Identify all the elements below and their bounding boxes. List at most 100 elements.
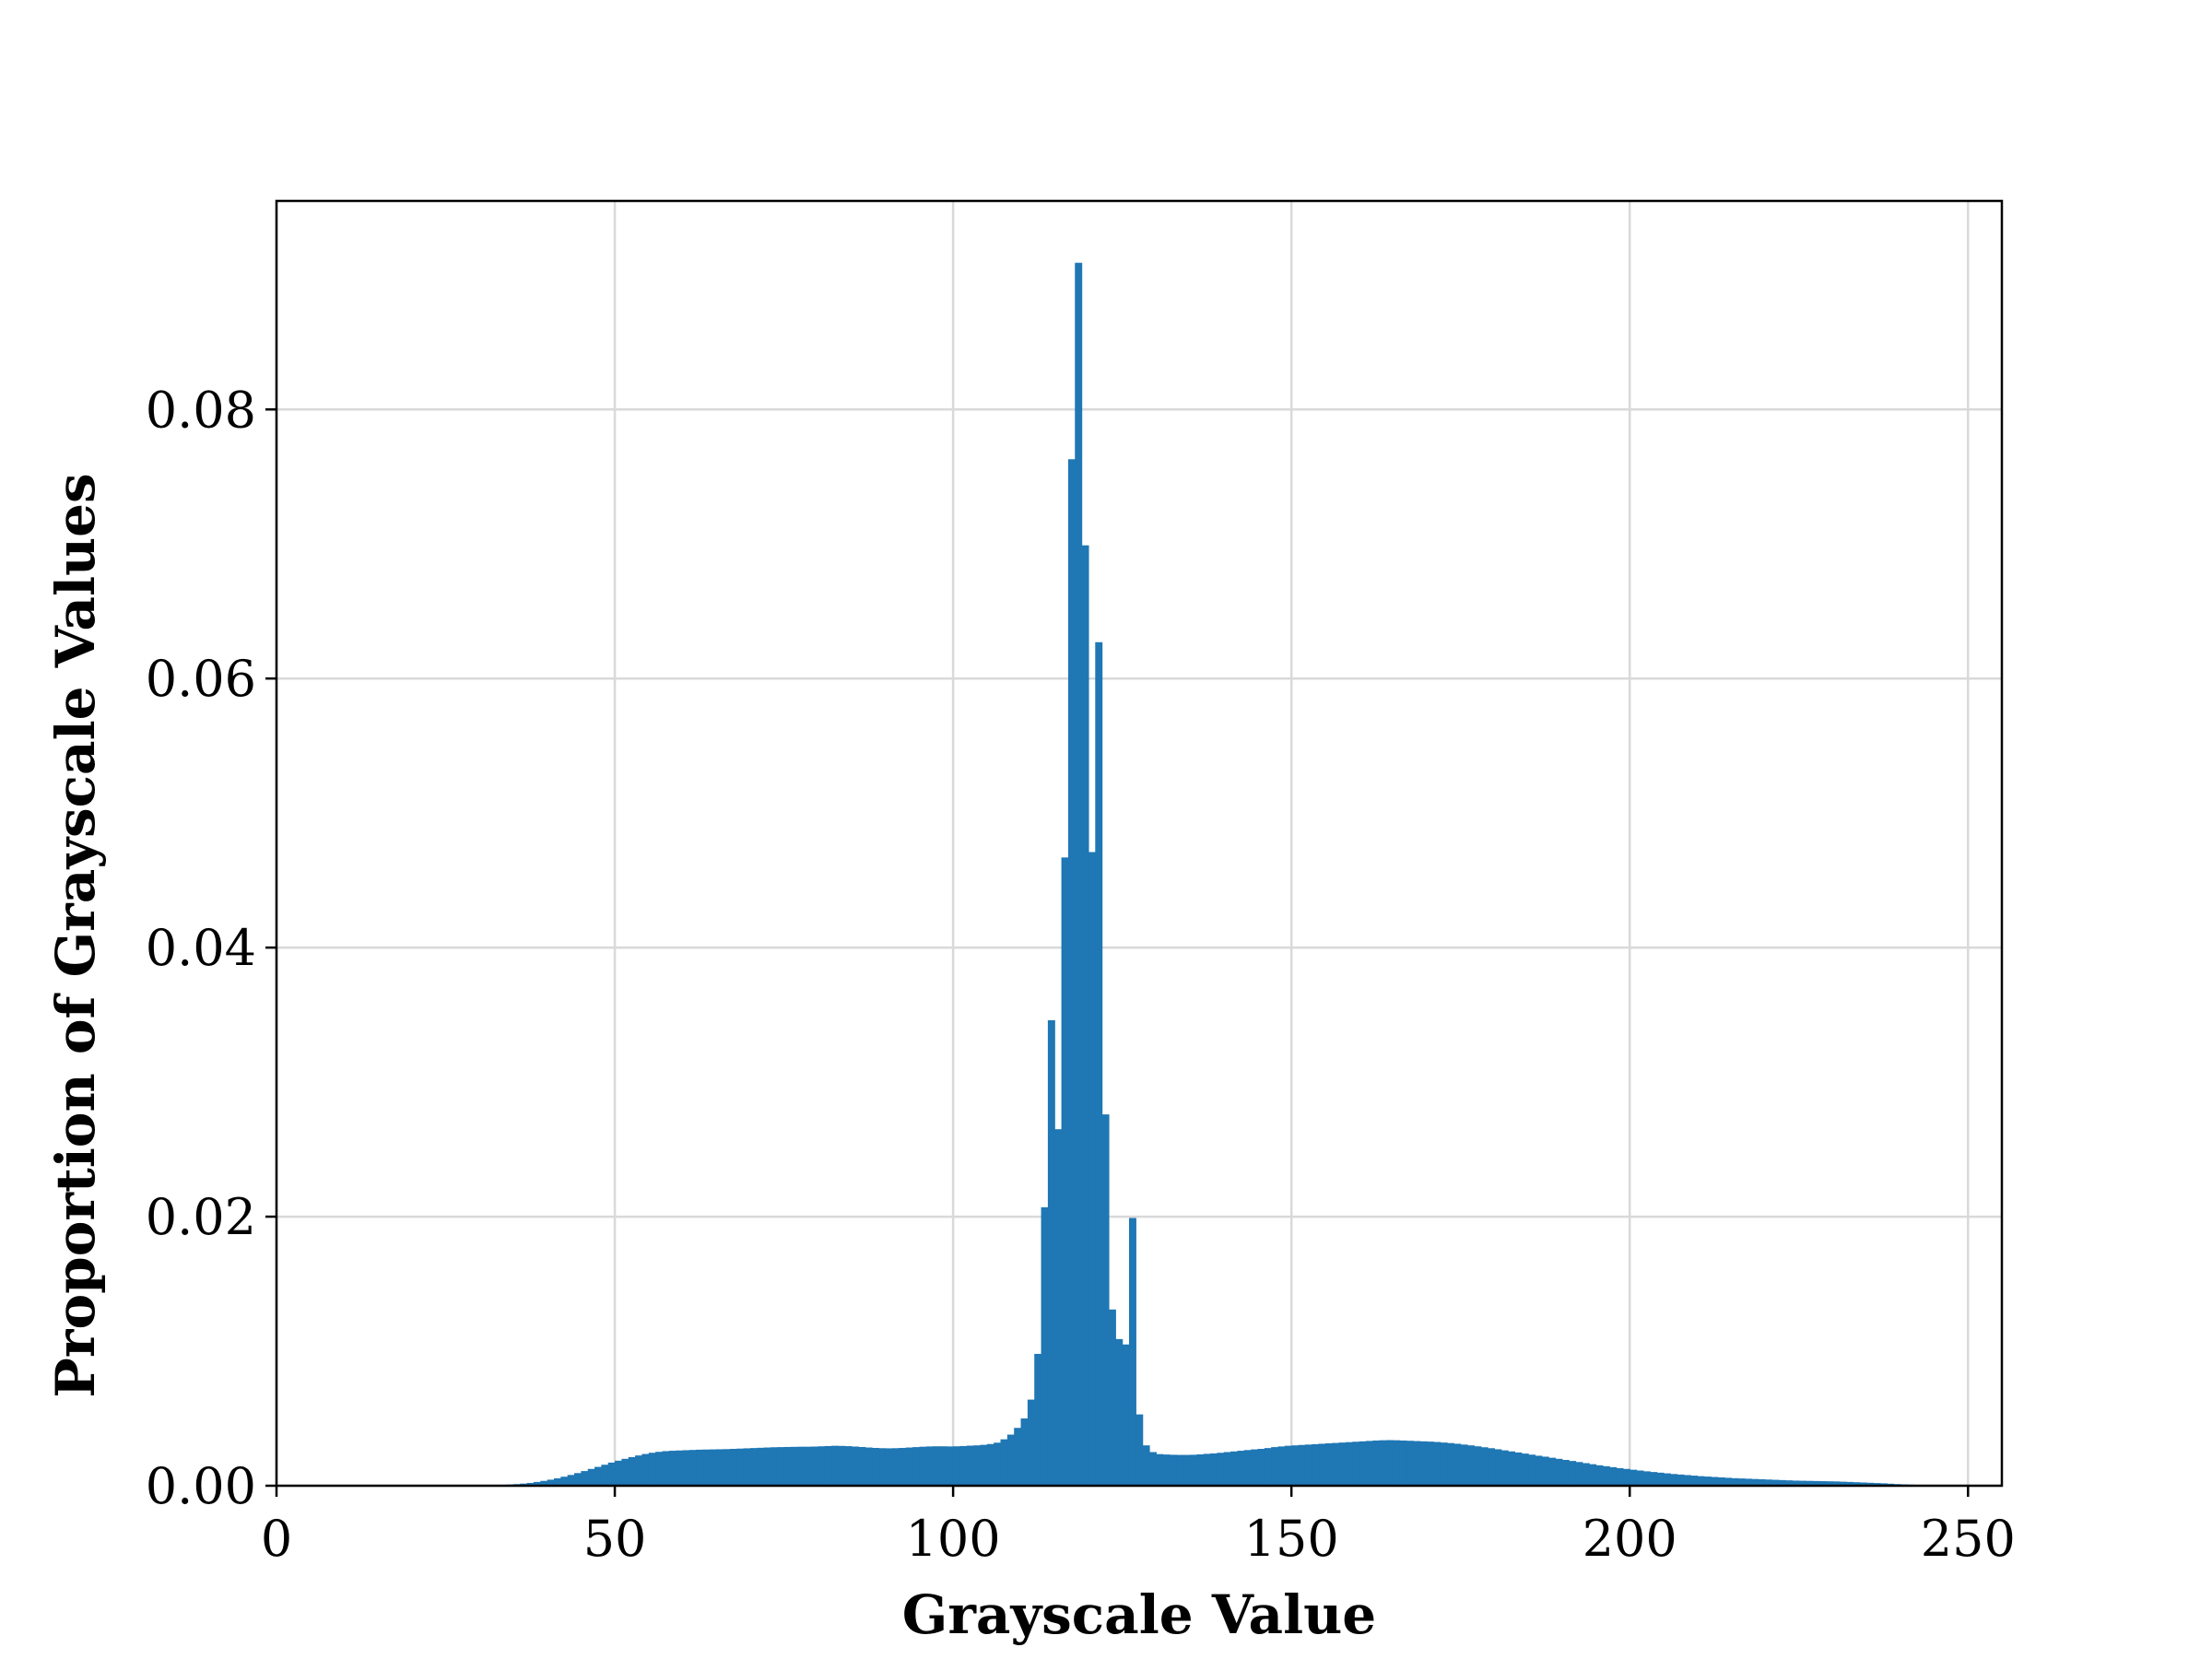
histogram-bar — [1284, 1445, 1292, 1486]
histogram-bar — [818, 1446, 826, 1486]
histogram-bar — [743, 1448, 751, 1486]
histogram-bar — [1257, 1449, 1265, 1486]
histogram-bar — [1304, 1444, 1312, 1486]
y-tick-label: 0.06 — [146, 650, 256, 708]
histogram-bar — [1142, 1445, 1150, 1486]
histogram-bar — [939, 1446, 947, 1486]
histogram-bar — [736, 1448, 745, 1486]
histogram-bar — [1406, 1441, 1414, 1486]
histogram-bar — [885, 1448, 893, 1486]
histogram-bar — [1014, 1428, 1022, 1486]
histogram-bar — [696, 1449, 704, 1486]
histogram-bar — [1190, 1454, 1197, 1486]
histogram-bar — [1555, 1458, 1563, 1486]
histogram-bar — [899, 1447, 907, 1486]
histogram-bar — [1203, 1453, 1211, 1486]
histogram-bar — [1419, 1441, 1428, 1486]
histogram-bar — [858, 1446, 866, 1486]
y-tick-label: 0.02 — [146, 1188, 256, 1246]
histogram-bar — [1494, 1449, 1502, 1486]
histogram-bar — [1480, 1447, 1488, 1486]
histogram-bar — [635, 1455, 643, 1486]
histogram-bar — [1690, 1476, 1699, 1486]
histogram-bar — [1832, 1481, 1841, 1486]
histogram-bar — [668, 1451, 677, 1486]
histogram-bar — [1724, 1477, 1732, 1486]
histogram-bar — [1703, 1477, 1712, 1486]
histogram-bar — [1271, 1447, 1279, 1486]
histogram-bar — [1535, 1455, 1543, 1486]
histogram-bar — [581, 1471, 589, 1486]
histogram-bar — [1312, 1443, 1320, 1486]
histogram-bar — [607, 1462, 616, 1486]
histogram-bar — [912, 1447, 921, 1486]
histogram-bar — [1176, 1454, 1184, 1486]
axis-ticks: 0 50 100 150 200 250 0.00 0.02 0.04 0.06 0.08 — [146, 381, 2016, 1568]
histogram-bar — [830, 1445, 839, 1486]
histogram-bar — [716, 1449, 724, 1486]
histogram-bar — [1054, 1129, 1063, 1486]
histogram-bar — [1792, 1480, 1800, 1486]
histogram-bar — [959, 1445, 968, 1486]
histogram-bar — [1000, 1439, 1008, 1486]
histogram-bar — [770, 1447, 778, 1486]
y-tick-label: 0.04 — [146, 919, 256, 977]
histogram-bar — [1122, 1344, 1130, 1486]
histogram-bar — [1866, 1482, 1875, 1486]
histogram-bar — [1859, 1482, 1867, 1486]
histogram-bar — [1521, 1453, 1529, 1486]
histogram-bar — [1101, 1114, 1110, 1486]
histogram-bar — [1826, 1481, 1834, 1486]
histogram-bar — [749, 1448, 758, 1486]
histogram-bar — [852, 1446, 859, 1486]
histogram-bar — [1034, 1353, 1042, 1486]
histogram-bar — [641, 1453, 650, 1486]
histogram-bar — [933, 1446, 941, 1486]
histogram-bar — [1460, 1444, 1468, 1486]
histogram-bar — [1345, 1441, 1353, 1486]
histogram-bar — [1737, 1478, 1746, 1486]
histogram-bar — [1622, 1468, 1630, 1486]
histogram-bar — [1135, 1414, 1144, 1486]
histogram-bar — [1488, 1448, 1496, 1486]
histogram-bar — [1609, 1466, 1618, 1486]
histogram-bar — [1548, 1457, 1557, 1486]
histogram-bar — [1771, 1479, 1780, 1486]
histogram-bar — [1508, 1451, 1516, 1486]
histogram-bar — [1440, 1442, 1448, 1486]
histogram-bar — [1514, 1452, 1523, 1486]
histogram-bar — [1372, 1440, 1381, 1486]
histogram-bar — [1785, 1480, 1794, 1486]
histogram-bar — [621, 1458, 629, 1486]
histogram-bar — [676, 1450, 684, 1486]
histogram-bar — [1879, 1483, 1888, 1486]
x-tick-label: 0 — [261, 1510, 292, 1568]
histogram-bar — [1298, 1444, 1306, 1486]
histogram-bar — [946, 1446, 954, 1486]
histogram-bar — [1650, 1472, 1658, 1486]
y-axis-title: Proportion of Grayscale Values — [44, 473, 107, 1397]
histogram-bar — [594, 1466, 602, 1486]
histogram-bar — [1839, 1481, 1847, 1486]
histogram-bar — [1528, 1454, 1536, 1486]
histogram-bar — [1751, 1478, 1759, 1486]
x-tick-label: 150 — [1244, 1510, 1339, 1568]
histogram-bar — [1324, 1443, 1333, 1486]
histogram-bar — [1453, 1443, 1462, 1486]
histogram-bar — [1081, 545, 1089, 1486]
histogram-bar — [1115, 1338, 1124, 1486]
histogram-bar — [1630, 1469, 1638, 1486]
x-tick-label: 50 — [583, 1510, 647, 1568]
histogram-bar — [1182, 1454, 1191, 1486]
histogram-bar — [1170, 1454, 1177, 1486]
x-tick-label: 100 — [906, 1510, 1001, 1568]
histogram-bar — [1264, 1448, 1272, 1486]
histogram-bar — [688, 1450, 697, 1486]
histogram-bar — [1128, 1218, 1136, 1486]
histogram-bar — [1745, 1478, 1752, 1486]
y-tick-label: 0.00 — [146, 1457, 256, 1515]
histogram-bar — [1020, 1418, 1029, 1486]
histogram-bar — [1798, 1480, 1806, 1486]
histogram-bar — [1006, 1434, 1015, 1486]
